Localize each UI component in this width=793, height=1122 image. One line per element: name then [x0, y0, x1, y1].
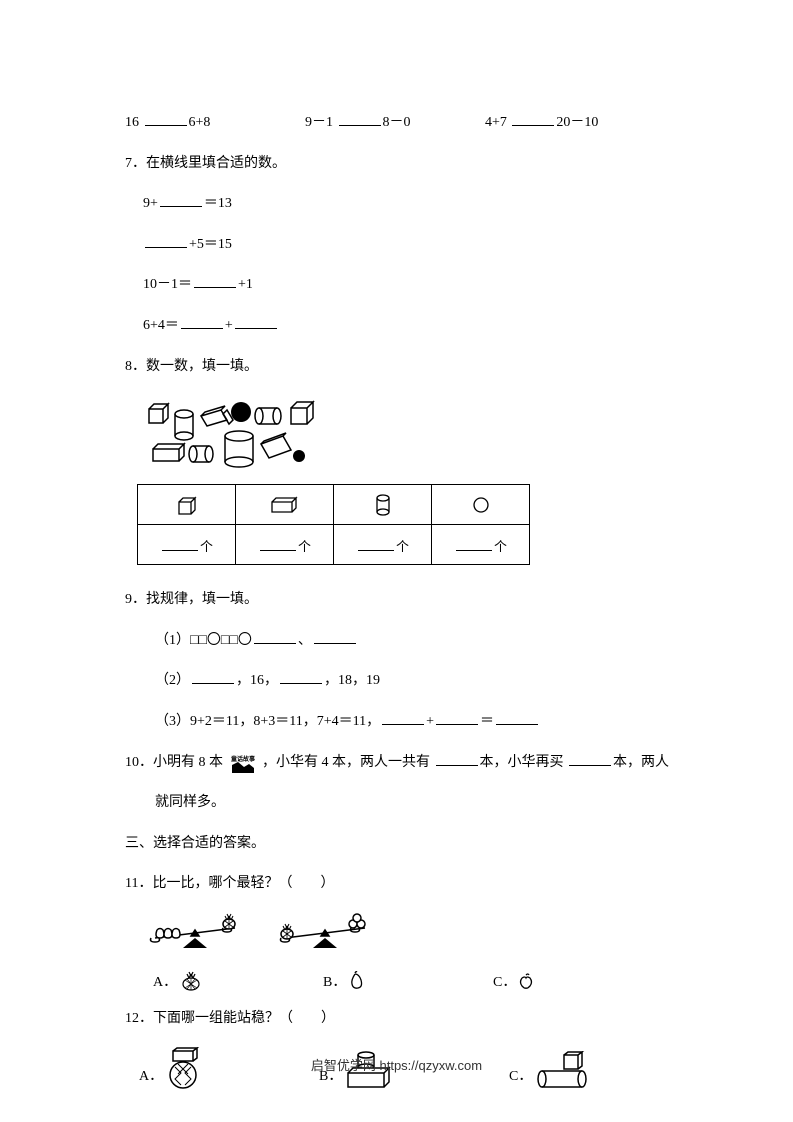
blank[interactable]: [314, 628, 356, 644]
opt-label: B．: [323, 971, 346, 991]
unit: 个: [298, 539, 311, 554]
text: +5＝15: [189, 237, 232, 252]
q11-opt-c[interactable]: C．: [493, 971, 536, 991]
blank[interactable]: [512, 110, 554, 126]
cylinder-header: [334, 485, 432, 525]
text: （1）□□〇□□〇: [155, 633, 252, 648]
cube-icon: [174, 494, 200, 516]
pear-icon: [346, 970, 364, 992]
blank[interactable]: [160, 191, 202, 207]
q11-scales: [143, 912, 688, 956]
blank[interactable]: [496, 709, 538, 725]
text: ，小华有 4 本，两人一共有: [262, 755, 434, 770]
pineapple-icon: [177, 970, 207, 992]
q9-line2: （2） ，16， ，18，19: [125, 668, 688, 695]
blank[interactable]: [162, 535, 198, 551]
cuboid-count-cell: 个: [236, 525, 334, 565]
unit: 个: [396, 539, 409, 554]
text: 10－1＝: [143, 277, 192, 292]
q8-title: 8．数一数，填一填。: [125, 354, 688, 381]
blank[interactable]: [260, 535, 296, 551]
blank[interactable]: [456, 535, 492, 551]
blank[interactable]: [192, 668, 234, 684]
book-icon: 童话故事: [229, 751, 257, 773]
blank[interactable]: [254, 628, 296, 644]
text: +: [225, 318, 233, 333]
cuboid-header: [236, 485, 334, 525]
q11-opt-a[interactable]: A．: [153, 970, 323, 992]
q10-line1: 10．小明有 8 本 童话故事 ，小华有 4 本，两人一共有 本，小华再买 本，…: [125, 750, 688, 777]
q9-line1: （1）□□〇□□〇 、: [125, 628, 688, 655]
cylinder-count-cell: 个: [334, 525, 432, 565]
q7-title: 7．在横线里填合适的数。: [125, 151, 688, 178]
sphere-header: [432, 485, 530, 525]
opt-label: C．: [493, 971, 516, 991]
q9-line3: （3）9+2＝11，8+3＝11，7+4＝11， + ＝: [125, 709, 688, 736]
unit: 个: [494, 539, 507, 554]
text: ，16，: [236, 673, 278, 688]
sphere-count-cell: 个: [432, 525, 530, 565]
blank[interactable]: [280, 668, 322, 684]
text: 、: [298, 633, 312, 648]
q12-title: 12．下面哪一组能站稳？（ ）: [125, 1006, 688, 1033]
blank[interactable]: [358, 535, 394, 551]
q10-line2: 就同样多。: [125, 790, 688, 817]
q7-line2: +5＝15: [125, 232, 688, 259]
text: 本，两人: [613, 755, 669, 770]
blank[interactable]: [145, 110, 187, 126]
svg-text:童话故事: 童话故事: [231, 755, 255, 763]
apple-icon: [516, 972, 536, 990]
q6-e1-left: 16: [125, 115, 139, 130]
cube-count-cell: 个: [138, 525, 236, 565]
q11-opt-b[interactable]: B．: [323, 970, 493, 992]
q6-e2-right: 8－0: [383, 115, 411, 130]
text: 本，小华再买: [480, 755, 568, 770]
q6-e1-right: 6+8: [189, 115, 211, 130]
q6-comparisons: 16 6+8 9－1 8－0 4+7 20－10: [125, 110, 688, 137]
q7-line4: 6+4＝ +: [125, 313, 688, 340]
blank[interactable]: [436, 750, 478, 766]
blank[interactable]: [181, 313, 223, 329]
text: ＝13: [204, 196, 232, 211]
footer-text: 启智优学网 https://qzyxw.com: [0, 1055, 793, 1074]
q6-e2-left: 9－1: [305, 115, 333, 130]
unit: 个: [200, 539, 213, 554]
text: 9+: [143, 196, 158, 211]
q6-e3-right: 20－10: [556, 115, 598, 130]
text: （3）9+2＝11，8+3＝11，7+4＝11，: [155, 714, 380, 729]
cuboid-icon: [268, 495, 302, 515]
q11-options: A． B． C．: [153, 970, 688, 992]
q6-e3-left: 4+7: [485, 115, 507, 130]
blank[interactable]: [145, 232, 187, 248]
blank[interactable]: [194, 272, 236, 288]
blank[interactable]: [436, 709, 478, 725]
opt-label: A．: [153, 971, 177, 991]
text: +1: [238, 277, 253, 292]
cylinder-icon: [373, 493, 393, 517]
text: （2）: [155, 673, 190, 688]
cube-header: [138, 485, 236, 525]
text: 10．小明有 8 本: [125, 755, 223, 770]
text: ＝: [480, 714, 494, 729]
section3-title: 三、选择合适的答案。: [125, 831, 688, 858]
text: +: [426, 714, 434, 729]
blank[interactable]: [569, 750, 611, 766]
q11-title: 11．比一比，哪个最轻？（ ）: [125, 871, 688, 898]
text: ，18，19: [324, 673, 380, 688]
blank[interactable]: [235, 313, 277, 329]
blank[interactable]: [339, 110, 381, 126]
shapes-illustration: [139, 394, 349, 474]
shape-count-table: 个 个 个 个: [137, 484, 530, 565]
sphere-icon: [471, 495, 491, 515]
q7-line1: 9+ ＝13: [125, 191, 688, 218]
text: 6+4＝: [143, 318, 179, 333]
q9-title: 9．找规律，填一填。: [125, 587, 688, 614]
q7-line3: 10－1＝ +1: [125, 272, 688, 299]
blank[interactable]: [382, 709, 424, 725]
